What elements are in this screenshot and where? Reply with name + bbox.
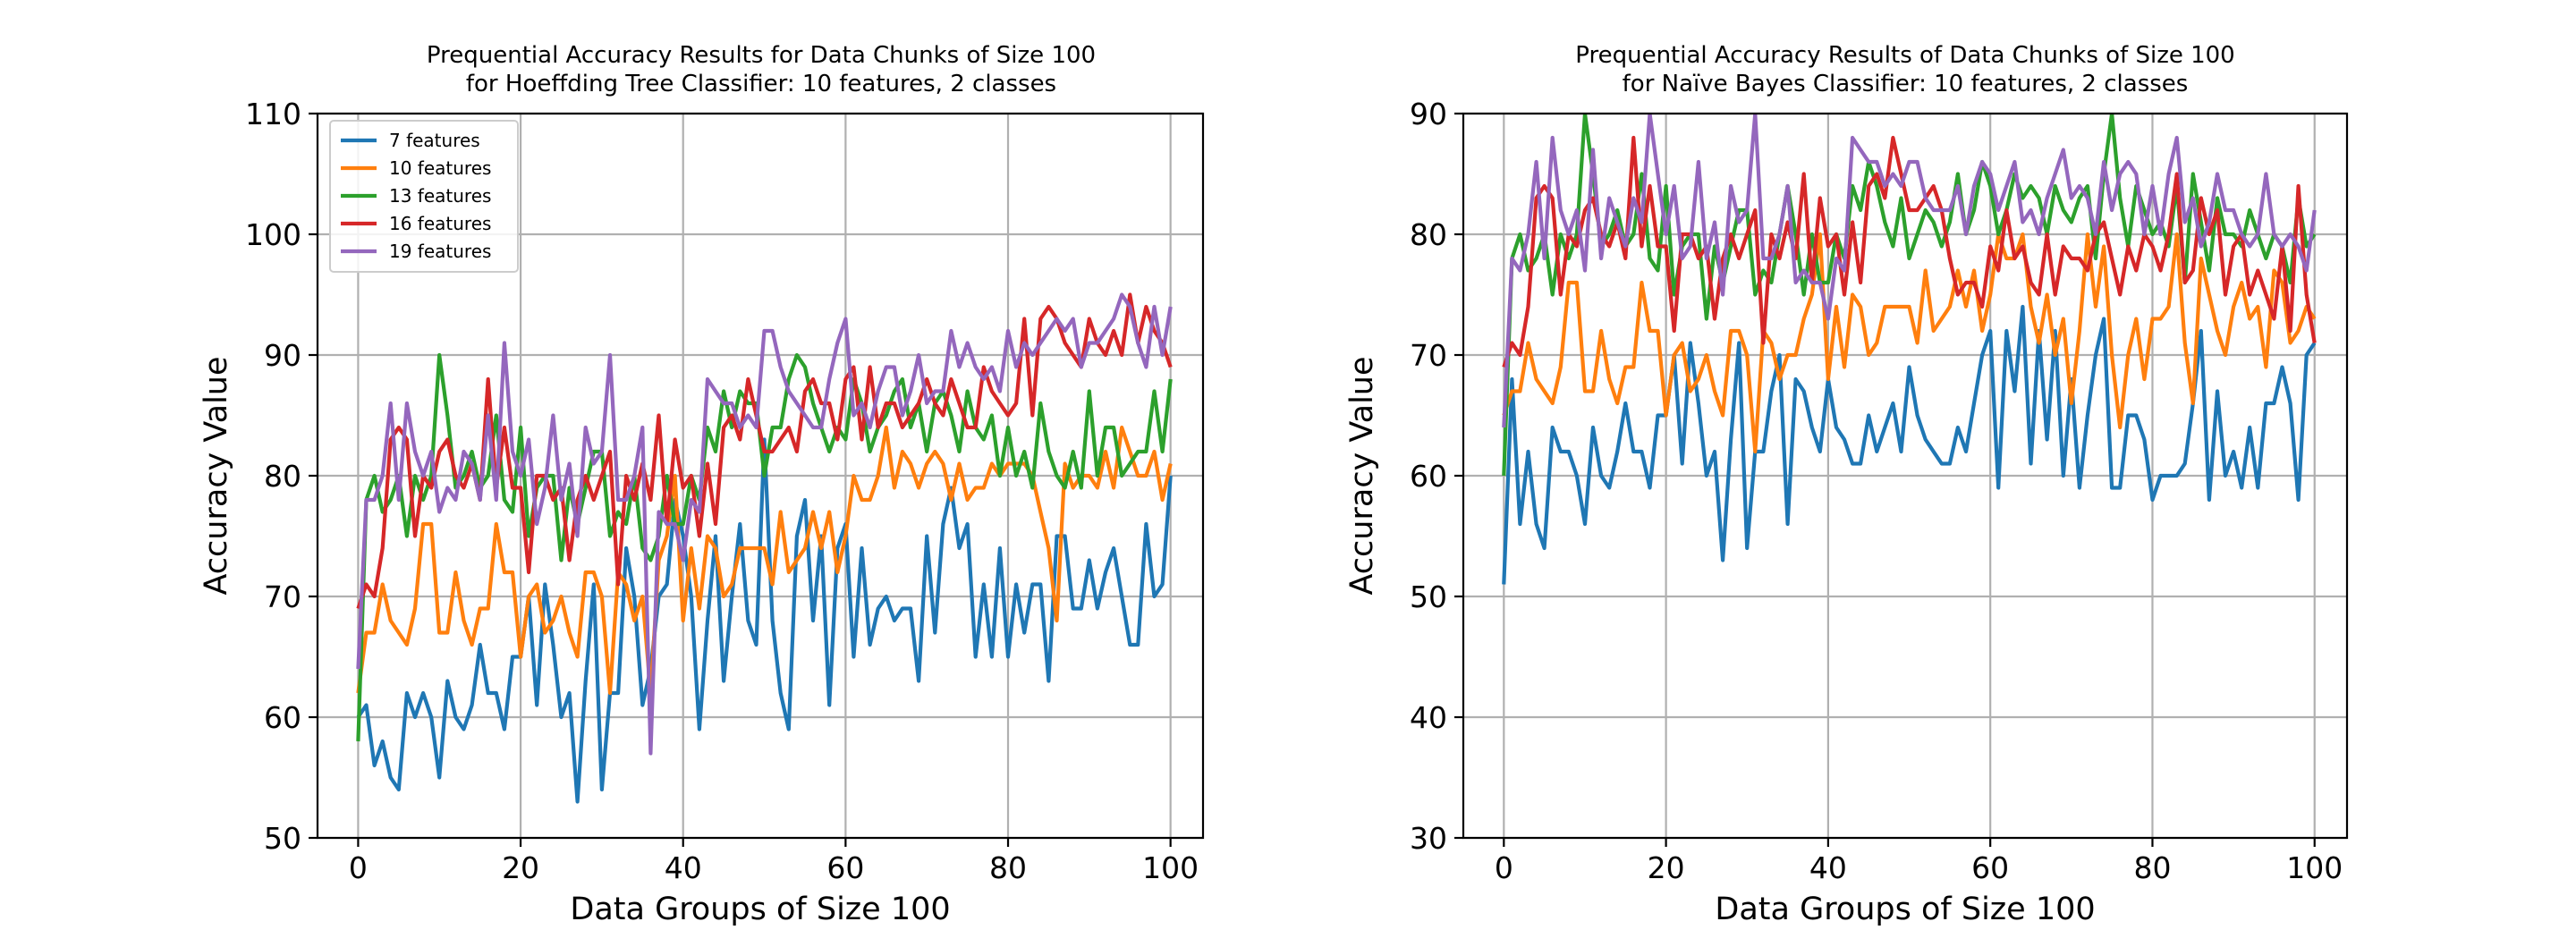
x-tick-label: 60 [826, 850, 864, 885]
y-tick-label: 90 [264, 338, 301, 373]
y-tick-label: 30 [1410, 821, 1447, 856]
chart-title-line: for Naïve Bayes Classifier: 10 features,… [1623, 71, 2189, 97]
x-tick-label: 40 [1809, 850, 1847, 885]
x-tick-label: 20 [1648, 850, 1685, 885]
series-line-7-features [1502, 304, 2317, 585]
x-tick-label: 60 [1971, 850, 2009, 885]
chart-title-line: Prequential Accuracy Results for Data Ch… [427, 42, 1096, 69]
series-line-19-features [1502, 114, 2317, 428]
y-tick-label: 60 [264, 700, 301, 735]
y-tick-label: 80 [1410, 217, 1447, 252]
y-tick-label: 70 [264, 579, 301, 614]
y-axis-label: Accuracy Value [199, 356, 234, 595]
x-tick-label: 80 [2133, 850, 2171, 885]
x-tick-label: 20 [502, 850, 539, 885]
series-group [1502, 114, 2317, 585]
series-line-16-features [356, 292, 1173, 610]
chart-panel-1: Prequential Accuracy Results for Data Ch… [199, 42, 1205, 927]
y-tick-label: 100 [245, 217, 301, 252]
series-group [356, 292, 1173, 804]
legend-label: 19 features [389, 241, 491, 262]
legend: 7 features 10 features 13 features 16 featu… [329, 120, 519, 273]
series-line-10-features [1502, 232, 2317, 454]
y-tick-label: 90 [1410, 97, 1447, 131]
chart-title: Prequential Accuracy Results for Data Ch… [427, 42, 1096, 97]
legend-label: 16 features [389, 213, 491, 234]
y-tick-label: 110 [245, 97, 301, 131]
x-tick-label: 100 [2286, 850, 2343, 885]
series-line-13-features [1502, 114, 2317, 477]
x-tick-label: 0 [1495, 850, 1513, 885]
x-tick-label: 0 [349, 850, 368, 885]
y-tick-label: 70 [1410, 338, 1447, 373]
x-tick-label: 80 [989, 850, 1027, 885]
series-line-10-features [356, 425, 1173, 696]
x-tick-label: 40 [665, 850, 702, 885]
chart-panel-2: Prequential Accuracy Results of Data Chu… [1344, 42, 2349, 927]
y-axis-label: Accuracy Value [1344, 356, 1380, 595]
x-tick-label: 100 [1142, 850, 1199, 885]
y-tick-label: 60 [1410, 459, 1447, 494]
legend-label: 13 features [389, 185, 491, 207]
y-tick-label: 50 [264, 821, 301, 856]
legend-label: 7 features [389, 130, 480, 151]
y-tick-label: 40 [1410, 700, 1447, 735]
legend-label: 10 features [389, 157, 491, 179]
series-line-19-features [356, 292, 1173, 756]
chart-title-line: for Hoeffding Tree Classifier: 10 featur… [466, 71, 1056, 97]
legend-box [329, 120, 519, 273]
y-tick-label: 50 [1410, 579, 1447, 614]
series-line-7-features [356, 437, 1173, 804]
x-axis-label: Data Groups of Size 100 [1715, 892, 2095, 927]
chart-title-line: Prequential Accuracy Results of Data Chu… [1575, 42, 2234, 69]
x-axis-label: Data Groups of Size 100 [570, 892, 950, 927]
chart-title: Prequential Accuracy Results of Data Chu… [1575, 42, 2234, 97]
y-tick-label: 80 [264, 459, 301, 494]
